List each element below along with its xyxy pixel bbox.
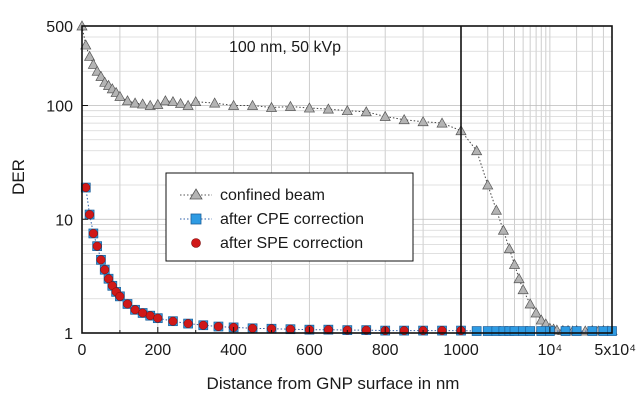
legend-item-cpe: after CPE correction (180, 211, 364, 228)
point-confined-beam (303, 102, 315, 113)
point-cpe (509, 326, 520, 336)
point-confined-beam (174, 97, 187, 108)
x-tick-label: 1000 (443, 342, 479, 359)
point-confined-beam (182, 99, 194, 110)
legend-item-confined-beam: confined beam (180, 187, 325, 204)
point-confined-beam (490, 204, 502, 215)
legend-box (165, 172, 414, 262)
x-tick-label: 0 (78, 342, 87, 359)
point-confined-beam (159, 95, 171, 106)
point-spe (130, 305, 140, 315)
point-spe (123, 299, 132, 309)
point-confined-beam (379, 110, 391, 121)
point-confined-beam (209, 97, 221, 108)
point-confined-beam (91, 65, 103, 76)
point-spe (286, 324, 295, 334)
legend-marker-triangle (189, 188, 203, 200)
legend-label-confined-beam: confined beam (220, 187, 325, 204)
point-spe (168, 316, 178, 326)
chart-annotation: 100 nm, 50 kVp (229, 39, 341, 56)
x-tick-label: 600 (296, 342, 323, 359)
point-confined-beam (80, 39, 92, 50)
point-spe (96, 255, 106, 265)
point-confined-beam (508, 258, 521, 269)
point-spe (153, 313, 163, 323)
point-confined-beam (497, 224, 509, 235)
point-confined-beam (436, 117, 448, 128)
point-cpe (571, 326, 582, 336)
point-cpe (482, 326, 493, 336)
x-tick-label: 10⁴ (538, 342, 563, 359)
legend-label-spe: after SPE correction (220, 235, 363, 252)
y-axis-label: DER (9, 159, 28, 195)
point-confined-beam (524, 298, 536, 309)
point-confined-beam (121, 95, 134, 106)
point-spe (138, 308, 148, 318)
y-tick-label: 10 (55, 212, 73, 229)
point-confined-beam (341, 104, 353, 116)
point-confined-beam (246, 99, 259, 110)
x-tick-label: 200 (144, 342, 171, 359)
legend-label-cpe: after CPE correction (220, 211, 364, 228)
point-confined-beam (190, 95, 202, 107)
point-confined-beam (144, 99, 156, 110)
point-confined-beam (129, 97, 141, 108)
x-tick-label: 400 (220, 342, 247, 359)
point-confined-beam (167, 95, 179, 107)
point-confined-beam (503, 243, 515, 254)
y-tick-label: 500 (46, 19, 73, 36)
point-cpe (587, 326, 598, 336)
point-confined-beam (152, 98, 164, 109)
point-cpe (598, 326, 609, 336)
point-confined-beam (265, 101, 278, 112)
point-confined-beam (114, 90, 126, 101)
point-spe (100, 265, 110, 275)
point-spe (88, 229, 98, 238)
point-confined-beam (83, 50, 96, 61)
point-cpe (560, 326, 571, 336)
legend-marker-circle (191, 238, 201, 248)
point-confined-beam (471, 145, 483, 156)
point-confined-beam (417, 116, 429, 127)
y-tick-label: 1 (64, 326, 73, 343)
point-spe (145, 311, 155, 321)
point-spe (248, 323, 258, 333)
point-confined-beam (530, 307, 542, 318)
point-spe (198, 320, 208, 330)
point-confined-beam (398, 113, 410, 125)
point-spe (92, 241, 102, 251)
point-confined-beam (322, 103, 334, 114)
point-confined-beam (513, 273, 525, 284)
axes: 0 200 400 600 800 1000 10⁴ 5x10⁴ 1 10 100 500 (46, 19, 636, 359)
point-confined-beam (482, 179, 494, 190)
point-cpe (536, 326, 547, 336)
point-cpe (471, 326, 482, 336)
x-axis-label: Distance from GNP surface in nm (207, 374, 460, 393)
point-spe (81, 183, 91, 192)
legend-item-spe: after SPE correction (191, 235, 363, 252)
point-confined-beam (87, 58, 99, 69)
point-confined-beam (228, 99, 240, 110)
point-cpe (525, 326, 536, 336)
point-spe (213, 322, 223, 331)
point-spe (323, 325, 333, 335)
point-spe (115, 291, 125, 301)
point-spe (104, 274, 113, 284)
point-confined-beam (517, 284, 529, 295)
point-confined-beam (137, 98, 149, 109)
point-confined-beam (535, 314, 547, 325)
point-confined-beam (95, 70, 107, 81)
point-spe (183, 319, 193, 329)
legend-marker-square (190, 213, 202, 225)
point-confined-beam (360, 106, 372, 117)
y-tick-label: 100 (46, 99, 73, 116)
point-confined-beam (284, 100, 297, 111)
legend: confined beam after CPE correction after… (165, 172, 414, 262)
x-tick-label: 800 (372, 342, 399, 359)
point-spe (85, 210, 95, 219)
x-tick-label: 5x10⁴ (594, 342, 636, 359)
